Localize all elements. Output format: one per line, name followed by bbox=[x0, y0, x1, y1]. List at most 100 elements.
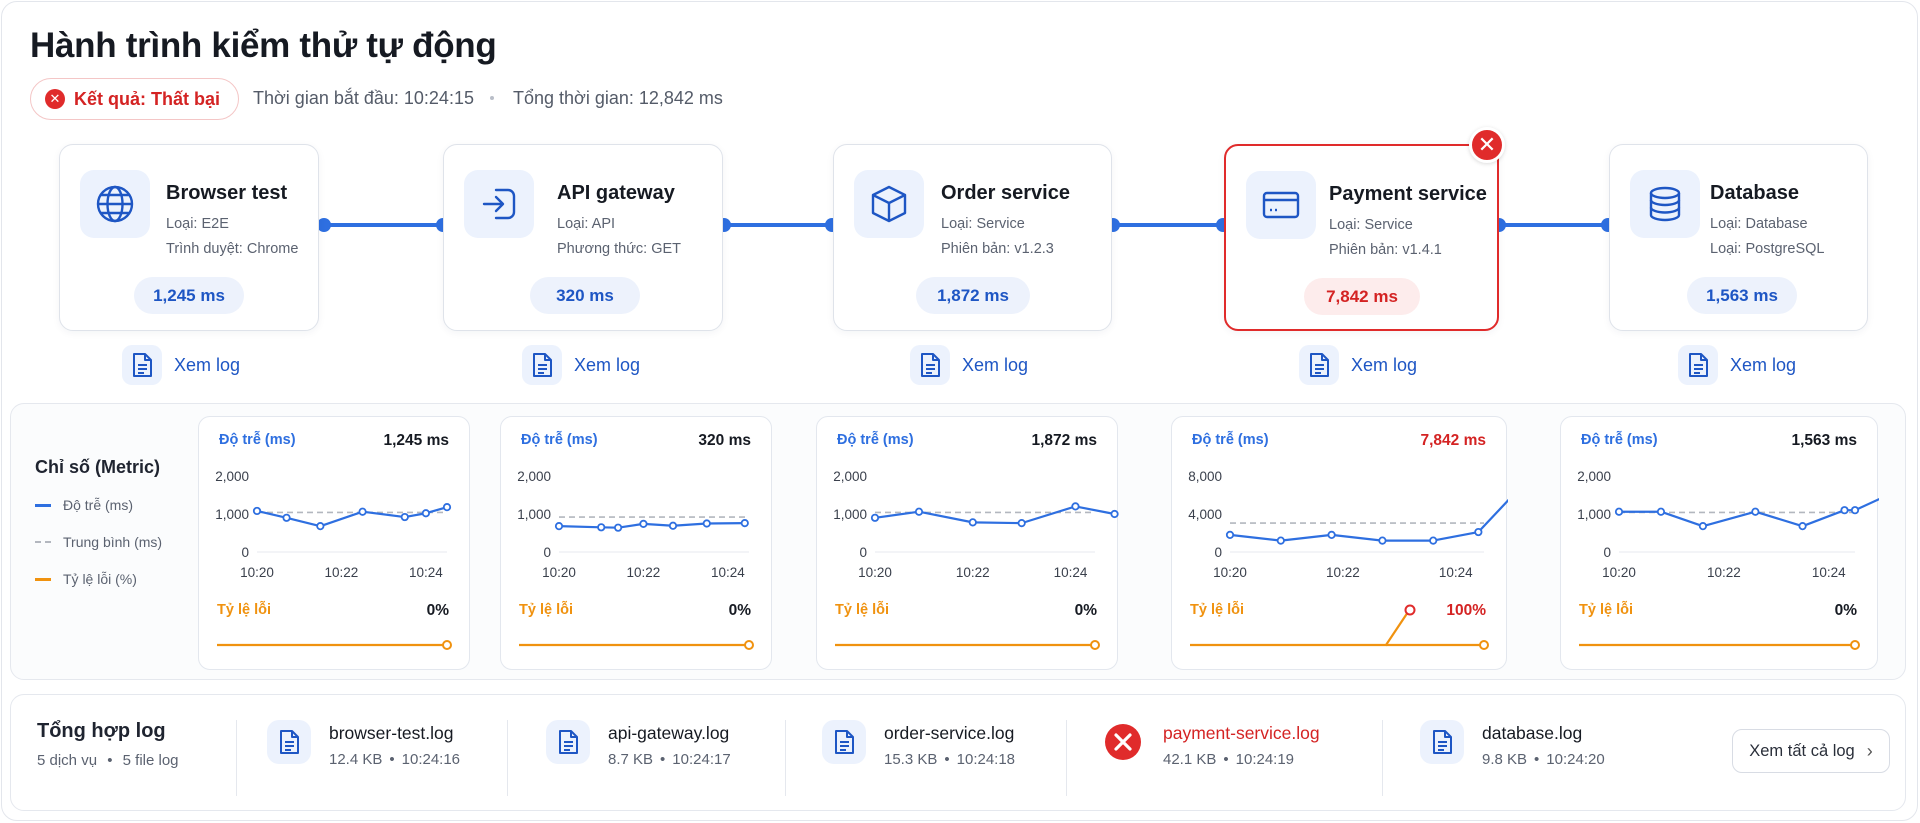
service-card-browser-test[interactable]: Browser test Loại: E2E Trình duyệt: Chro… bbox=[59, 144, 319, 331]
log-file-database[interactable]: database.log 9.8 KB • 10:24:20 bbox=[1420, 720, 1650, 780]
latency-value: 7,842 ms bbox=[1420, 432, 1487, 449]
latency-point bbox=[1698, 522, 1708, 531]
dot-separator: • bbox=[107, 752, 113, 769]
x-tick-label: 10:20 bbox=[240, 565, 274, 580]
latency-point bbox=[740, 519, 749, 528]
error-rate-point bbox=[1479, 640, 1489, 650]
legend-label: Trung bình (ms) bbox=[63, 534, 163, 550]
dot-separator: • bbox=[660, 751, 666, 768]
latency-point bbox=[702, 519, 711, 528]
service-card-database[interactable]: Database Loại: Database Loại: PostgreSQL… bbox=[1609, 144, 1868, 331]
latency-chart: 0 1,000 2,000 10:20 10:22 10:24 bbox=[833, 469, 1119, 650]
legend-error-rate: Tỷ lệ lỗi (%) bbox=[35, 571, 137, 587]
latency-point bbox=[1798, 522, 1807, 531]
y-tick-label: 2,000 bbox=[1577, 469, 1611, 484]
latency-point bbox=[968, 518, 977, 527]
service-detail: Trình duyệt: Chrome bbox=[166, 241, 299, 257]
database-icon bbox=[1630, 170, 1700, 238]
total-time: Tổng thời gian: 12,842 ms bbox=[513, 88, 723, 108]
latency-value: 1,245 ms bbox=[383, 432, 450, 449]
document-icon bbox=[1678, 345, 1718, 385]
file-time: 10:24:18 bbox=[956, 751, 1016, 768]
log-file-name: api-gateway.log bbox=[608, 723, 730, 743]
duration-badge: 320 ms bbox=[530, 277, 640, 314]
service-card-payment-service[interactable]: Payment service Loại: Service Phiên bản:… bbox=[1224, 144, 1499, 331]
latency-label: Độ trễ (ms) bbox=[1192, 432, 1269, 448]
legend-label: Tỷ lệ lỗi (%) bbox=[63, 571, 137, 587]
latency-point bbox=[1327, 530, 1336, 540]
view-log-link-payment-service[interactable]: Xem log bbox=[1299, 345, 1417, 385]
dot-separator: • bbox=[1223, 751, 1229, 768]
latency-point bbox=[442, 503, 452, 512]
latency-point bbox=[1017, 519, 1026, 528]
y-tick-label: 2,000 bbox=[215, 469, 249, 484]
failure-marker-icon: ✕ bbox=[1469, 127, 1505, 163]
service-type: Loại: Service bbox=[941, 216, 1025, 232]
log-file-name: browser-test.log bbox=[329, 723, 454, 743]
latency-point bbox=[1474, 527, 1483, 537]
connector-line bbox=[724, 223, 832, 227]
y-tick-label: 1,000 bbox=[1577, 507, 1611, 522]
log-file-api-gateway[interactable]: api-gateway.log 8.7 KB • 10:24:17 bbox=[546, 720, 776, 780]
latency-point bbox=[1378, 536, 1387, 545]
service-card-api-gateway[interactable]: API gateway Loại: API Phương thức: GET 3… bbox=[443, 144, 723, 331]
service-card-order-service[interactable]: Order service Loại: Service Phiên bản: v… bbox=[833, 144, 1112, 331]
file-size: 9.8 KB bbox=[1482, 751, 1528, 768]
view-log-link-database[interactable]: Xem log bbox=[1678, 345, 1796, 385]
latency-point bbox=[1656, 507, 1666, 516]
start-time: Thời gian bắt đầu: 10:24:15 bbox=[253, 88, 474, 108]
metric-card-api-gateway: Độ trễ (ms) 320 ms 0 1,000 2,000 10:20 10:22… bbox=[500, 416, 772, 670]
log-file-browser-test[interactable]: browser-test.log 12.4 KB • 10:24:16 bbox=[267, 720, 497, 780]
view-log-link-order-service[interactable]: Xem log bbox=[910, 345, 1028, 385]
box-icon bbox=[854, 170, 924, 238]
x-tick-label: 10:20 bbox=[1602, 565, 1636, 580]
view-log-label: Xem log bbox=[174, 354, 241, 375]
view-log-link-browser-test[interactable]: Xem log bbox=[122, 345, 240, 385]
document-icon bbox=[910, 345, 950, 385]
log-file-payment-service[interactable]: payment-service.log 42.1 KB • 10:24:19 bbox=[1101, 720, 1371, 780]
error-rate-label: Tỷ lệ lỗi bbox=[1190, 602, 1244, 618]
dot-separator: • bbox=[944, 751, 950, 768]
x-tick-label: 10:24 bbox=[1439, 565, 1473, 580]
latency-point bbox=[282, 513, 291, 522]
latency-point bbox=[1225, 530, 1235, 540]
error-rate-point bbox=[1090, 640, 1100, 650]
log-file-order-service[interactable]: order-service.log 15.3 KB • 10:24:18 bbox=[822, 720, 1052, 780]
latency-point bbox=[870, 513, 880, 522]
service-type: Loại: E2E bbox=[166, 216, 229, 232]
error-icon bbox=[1101, 720, 1145, 764]
latency-point bbox=[914, 507, 924, 516]
file-time: 10:24:16 bbox=[401, 751, 461, 768]
error-rate-point bbox=[1404, 604, 1416, 616]
view-log-link-api-gateway[interactable]: Xem log bbox=[522, 345, 640, 385]
latency-point bbox=[554, 522, 564, 531]
result-badge: ✕ Kết quả: Thất bại bbox=[30, 78, 240, 120]
x-tick-label: 10:22 bbox=[1326, 565, 1360, 580]
latency-point bbox=[639, 519, 648, 528]
file-icon bbox=[267, 720, 311, 764]
legend-average: Trung bình (ms) bbox=[35, 534, 162, 550]
globe-icon bbox=[80, 170, 150, 238]
metric-card-database: Độ trễ (ms) 1,563 ms 0 1,000 2,000 10:20 10:… bbox=[1560, 416, 1879, 670]
view-all-logs-button[interactable]: Xem tất cả log › bbox=[1732, 729, 1890, 773]
service-detail: Phương thức: GET bbox=[557, 241, 682, 257]
x-tick-label: 10:20 bbox=[1213, 565, 1247, 580]
latency-label: Độ trễ (ms) bbox=[219, 432, 296, 448]
y-tick-label: 2,000 bbox=[833, 469, 867, 484]
service-type: Loại: Service bbox=[1329, 217, 1413, 233]
divider bbox=[507, 720, 508, 796]
service-name: Database bbox=[1710, 182, 1799, 204]
legend-label: Độ trễ (ms) bbox=[63, 497, 133, 513]
y-tick-label: 0 bbox=[543, 545, 551, 560]
x-tick-label: 10:24 bbox=[711, 565, 745, 580]
y-tick-label: 2,000 bbox=[517, 469, 551, 484]
page-title: Hành trình kiểm thử tự động bbox=[30, 26, 497, 65]
connector-node bbox=[317, 218, 331, 232]
document-icon bbox=[1299, 345, 1339, 385]
y-tick-label: 1,000 bbox=[517, 507, 551, 522]
log-file-name: order-service.log bbox=[884, 723, 1015, 743]
metric-card-order-service: Độ trễ (ms) 1,872 ms 0 1,000 2,000 10:20 10:… bbox=[816, 416, 1119, 670]
connector-line bbox=[1499, 223, 1608, 227]
error-rate-value: 0% bbox=[1074, 602, 1097, 619]
